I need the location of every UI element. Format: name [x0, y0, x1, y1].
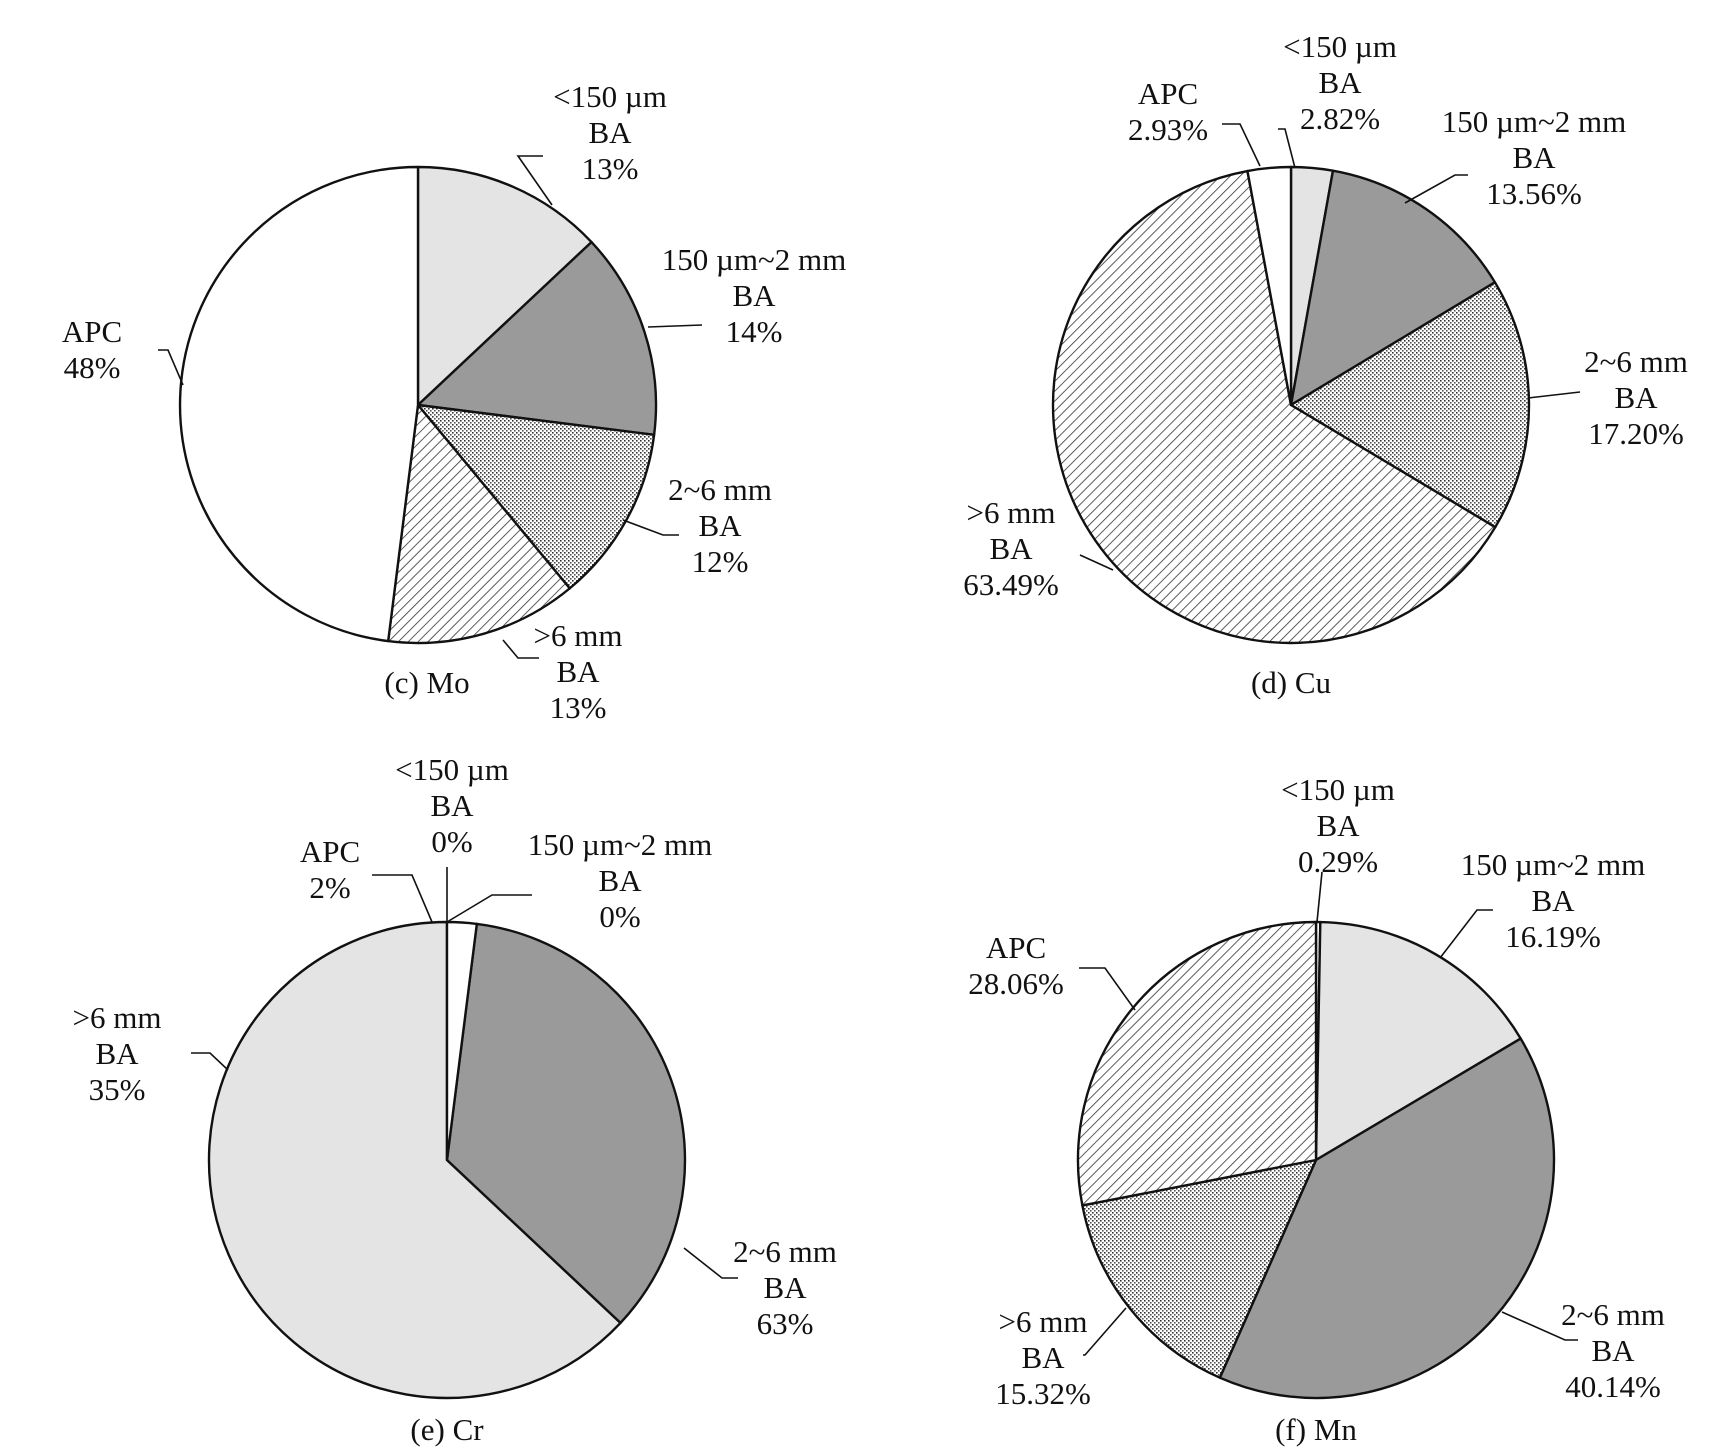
pie-c-leader-1 [647, 324, 703, 328]
pie-d-slices [1051, 165, 1531, 645]
pie-f-slices [1076, 920, 1556, 1400]
pie-f-leader-1 [1439, 909, 1493, 959]
label-e-gt6mm: >6 mm BA 35% [73, 1000, 162, 1107]
pie-e-slice-2 [207, 920, 622, 1400]
label-e-lt150: <150 µm BA 0% [395, 752, 509, 859]
label-d-150-2mm: 150 µm~2 mm BA 13.56% [1442, 104, 1626, 211]
panel-f-mn: <150 µm BA 0.29% 150 µm~2 mm BA 16.19% 2~6 m… [968, 772, 1665, 1447]
pie-e-slice-3 [445, 922, 687, 1325]
pie-e-leader-4 [372, 874, 433, 923]
caption-e: (e) Cr [410, 1412, 484, 1447]
caption-c: (c) Mo [384, 665, 469, 700]
pie-c-slice-0 [416, 165, 593, 407]
pie-d-leader-2 [1527, 391, 1581, 399]
pie-e-leaders [191, 867, 738, 1279]
pie-e-leader-1 [446, 894, 532, 923]
label-e-150-2mm: 150 µm~2 mm BA 0% [528, 827, 712, 934]
pie-f-slice-1 [1314, 920, 1522, 1162]
pie-d-leader-0 [1278, 128, 1296, 169]
pie-d-leader-1 [1404, 174, 1468, 204]
pie-f-leader-3 [1083, 1307, 1127, 1356]
label-d-apc: APC 2.93% [1128, 76, 1208, 147]
pie-d-slice-4 [1246, 165, 1293, 407]
pie-c-leaders [158, 155, 703, 659]
pie-d-leader-3 [1079, 554, 1114, 571]
pie-d-leaders [1079, 123, 1581, 571]
label-c-lt150: <150 µm BA 13% [553, 79, 667, 186]
label-d-gt6mm: >6 mm BA 63.49% [963, 495, 1059, 602]
label-f-apc: APC 28.06% [968, 930, 1064, 1001]
panel-c-mo: <150 µm BA 13% 150 µm~2 mm BA 14% 2~6 mm BA 12… [62, 79, 846, 725]
label-e-apc: APC 2% [300, 834, 360, 905]
pie-c-leader-0 [516, 155, 553, 206]
label-f-gt6mm: >6 mm BA 15.32% [995, 1304, 1091, 1411]
label-c-2-6mm: 2~6 mm BA 12% [668, 472, 772, 579]
label-f-2-6mm: 2~6 mm BA 40.14% [1561, 1297, 1665, 1404]
label-d-2-6mm: 2~6 mm BA 17.20% [1584, 344, 1688, 451]
pie-f-leader-2 [1501, 1311, 1578, 1341]
label-e-2-6mm: 2~6 mm BA 63% [733, 1234, 837, 1341]
pie-d-slice-1 [1289, 169, 1497, 407]
pie-e-leader-2 [683, 1247, 738, 1279]
pie-e-slices [207, 920, 687, 1400]
label-c-gt6mm: >6 mm BA 13% [534, 618, 623, 725]
pie-c-slice-2 [416, 403, 656, 590]
pie-d-slice-2 [1289, 281, 1531, 529]
label-c-150-2mm: 150 µm~2 mm BA 14% [662, 242, 846, 349]
pie-c-slice-4 [178, 165, 420, 643]
pie-c-leader-2 [622, 519, 679, 536]
panel-d-cu: <150 µm BA 2.82% 150 µm~2 mm BA 13.56% 2~6 m… [963, 29, 1688, 700]
pie-f-leader-4 [1079, 967, 1136, 1011]
pie-f-slice-4 [1076, 920, 1318, 1207]
pie-f-leaders [1079, 871, 1578, 1356]
pie-c-leader-3 [502, 639, 539, 659]
pie-d-leader-4 [1222, 123, 1261, 167]
pie-e-leader-3 [191, 1052, 229, 1071]
label-f-150-2mm: 150 µm~2 mm BA 16.19% [1461, 847, 1645, 954]
label-d-lt150: <150 µm BA 2.82% [1283, 29, 1397, 136]
label-f-lt150: <150 µm BA 0.29% [1281, 772, 1395, 879]
pie-f-slice-3 [1081, 1158, 1318, 1379]
pie-c-slices [178, 165, 658, 645]
pie-c-slice-3 [386, 403, 571, 645]
pie-f-slice-2 [1218, 1037, 1556, 1400]
pie-c-leader-4 [158, 349, 184, 386]
pie-d-slice-3 [1051, 169, 1497, 645]
pie-c-slice-1 [416, 240, 658, 437]
label-c-apc: APC 48% [62, 314, 122, 385]
pie-f-leader-0 [1316, 871, 1323, 923]
caption-d: (d) Cu [1251, 665, 1331, 700]
caption-f: (f) Mn [1275, 1412, 1357, 1447]
panel-e-cr: <150 µm BA 0% 150 µm~2 mm BA 0% 2~6 mm BA 63% … [73, 752, 837, 1447]
